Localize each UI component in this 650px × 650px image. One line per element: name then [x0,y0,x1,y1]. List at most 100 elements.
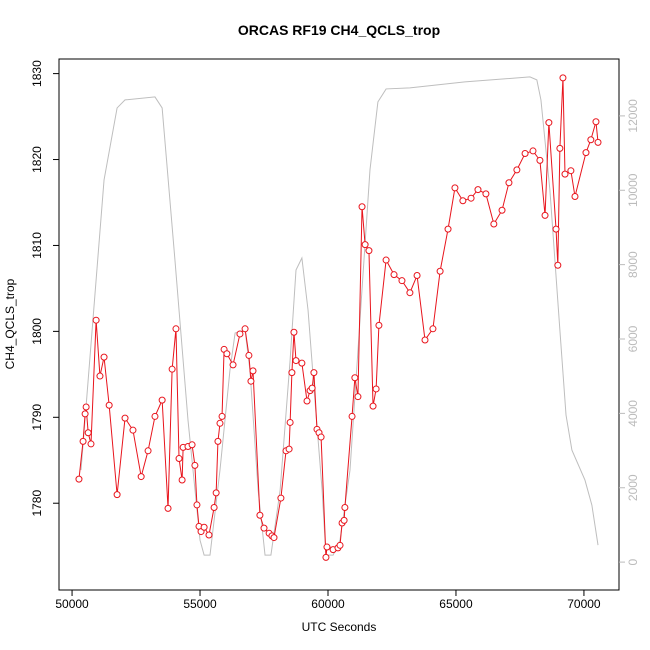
data-point [536,156,544,164]
data-point [137,473,145,481]
data-point [592,118,600,126]
data-point [292,357,300,365]
data-point [81,410,89,418]
data-point [191,461,199,469]
data-point [100,353,108,361]
y-tick-label: 1810 [30,232,44,259]
y-axis-label: CH4_QCLS_trop [3,278,17,369]
data-point [218,412,226,420]
data-point [144,447,152,455]
x-tick-label: 65000 [439,597,473,611]
data-point [451,184,459,192]
data-point [178,476,186,484]
data-point [158,396,166,404]
data-point [172,325,180,333]
data-point [594,138,602,146]
data-point [354,393,362,401]
data-point [358,203,366,211]
y2-tick-label: 0 [626,558,640,565]
data-point [444,225,452,233]
data-point [168,365,176,373]
data-point [545,119,553,127]
data-point [193,501,201,509]
data-point [341,504,349,512]
data-point [429,325,437,333]
data-point [236,330,244,338]
data-point [121,414,129,422]
data-point [260,524,268,532]
data-point [390,271,398,279]
y-tick-label: 1790 [30,404,44,431]
data-point [96,372,104,380]
data-point [84,429,92,437]
data-point [505,179,513,187]
data-point [164,504,172,512]
data-point [336,541,344,549]
data-point [567,167,575,175]
data-point [554,261,562,269]
y2-tick-label: 8000 [626,251,640,278]
data-point [365,247,373,255]
data-point [406,289,414,297]
series-line [78,77,599,558]
data-point [556,144,564,152]
data-point [288,369,296,377]
data-point [105,401,113,409]
y-tick-label: 1830 [30,60,44,87]
data-point [290,328,298,336]
x-tick-label: 50000 [55,597,89,611]
data-point [229,361,237,369]
data-point [175,455,183,463]
data-point [151,412,159,420]
data-point [286,418,294,426]
chart-title: ORCAS RF19 CH4_QCLS_trop [238,22,440,38]
data-point [214,437,222,445]
data-point [559,74,567,82]
y2-tick-label: 10000 [626,173,640,207]
data-point [223,350,231,358]
data-point [421,336,429,344]
data-point [212,489,220,497]
data-point [82,403,90,411]
data-point [348,412,356,420]
data-point [375,321,383,329]
data-point [372,385,380,393]
data-point [205,531,213,539]
data-point [467,194,475,202]
data-point [587,136,595,144]
data-point [541,211,549,219]
y-tick-label: 1780 [30,490,44,517]
data-point [216,419,224,427]
data-point [79,437,87,445]
data-point [270,534,278,542]
x-tick-label: 70000 [567,597,601,611]
data-point [87,440,95,448]
data-point [277,494,285,502]
y2-tick-label: 12000 [626,99,640,133]
data-point [310,369,318,377]
data-point [247,377,255,385]
y-tick-label: 1820 [30,146,44,173]
y-tick-label: 1800 [30,318,44,345]
series-line [80,76,599,556]
data-point [303,397,311,405]
y2-tick-label: 2000 [626,474,640,501]
data-point [521,150,529,158]
data-point [113,491,121,499]
y2-tick-label: 6000 [626,325,640,352]
data-point [413,272,421,280]
data-point [245,351,253,359]
data-point [351,374,359,382]
data-point [398,277,406,285]
data-point [474,186,482,194]
data-point [552,225,560,233]
data-point [459,197,467,205]
data-point [92,316,100,324]
data-point [210,504,218,512]
y2-tick-label: 4000 [626,400,640,427]
data-point [361,241,369,249]
data-point [323,543,331,551]
data-point [249,367,257,375]
data-point [75,475,83,483]
